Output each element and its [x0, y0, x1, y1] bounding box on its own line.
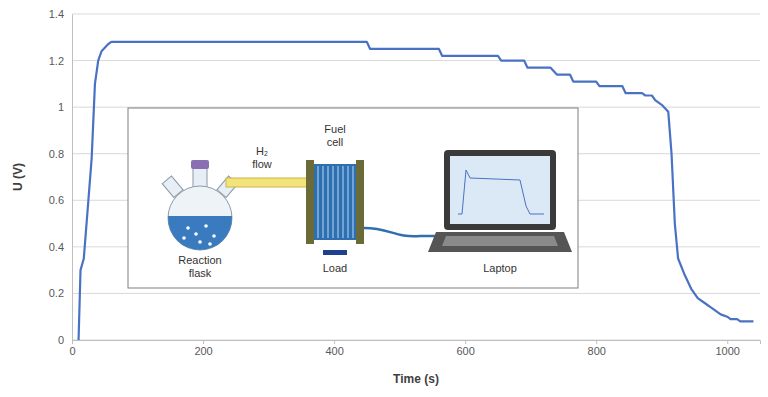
- cell-stripe: [327, 166, 328, 238]
- h2-tube: [226, 178, 310, 187]
- x-tick: 800: [588, 340, 606, 357]
- bubble: [208, 242, 212, 246]
- flask-liquid: [168, 216, 232, 250]
- grid-line: [72, 60, 760, 61]
- cell-plate-left: [306, 160, 314, 244]
- y-tick: 1: [58, 101, 72, 113]
- y-tick-label: 0.2: [49, 287, 64, 299]
- y-axis-title: U (V): [11, 163, 25, 191]
- x-axis: 0 200 400 600 800 1000: [69, 340, 760, 357]
- y-tick-label: 1: [58, 101, 64, 113]
- bubble: [194, 232, 198, 236]
- voltage-line: [79, 42, 754, 340]
- bubble: [204, 224, 208, 228]
- x-tick-mark: [596, 340, 597, 344]
- inset-label: Laptop: [483, 262, 517, 274]
- inset-frame: [128, 108, 578, 288]
- y-axis: 0 0.2 0.4 0.6 0.8 1 1.2 1.4: [49, 8, 73, 346]
- laptop-keys: [442, 236, 558, 246]
- inset-label: Load: [323, 262, 347, 274]
- x-tick-mark: [465, 340, 466, 344]
- x-tick-label: 600: [456, 345, 474, 357]
- bubble: [182, 236, 186, 240]
- y-tick: 0: [58, 334, 72, 346]
- y-tick: 0.2: [49, 287, 72, 299]
- cell-plate-right: [356, 160, 364, 244]
- x-tick-mark: [72, 340, 73, 344]
- cable: [364, 228, 446, 236]
- inset-label: Reactionflask: [178, 254, 221, 279]
- y-tick: 0.8: [49, 148, 72, 160]
- x-tick: 200: [194, 340, 212, 357]
- x-tick: 1000: [715, 340, 739, 357]
- grid-line: [72, 293, 760, 294]
- grid: [72, 14, 760, 340]
- laptop-plot: [458, 170, 544, 214]
- x-tick: 0: [69, 340, 75, 357]
- x-tick-label: 200: [194, 345, 212, 357]
- cell-stripe: [332, 166, 333, 238]
- x-tick: 600: [456, 340, 474, 357]
- x-tick-label: 0: [69, 345, 75, 357]
- inset-label: H₂flow: [252, 145, 272, 170]
- plot: 0 200 400 600 800 1000 0 0.2 0.4 0.6 0.8 1 1.2 1.4: [49, 8, 761, 357]
- cell-stripe: [352, 166, 353, 238]
- x-tick-mark: [203, 340, 204, 344]
- load: [323, 250, 347, 255]
- flask-body: [168, 186, 232, 250]
- laptop-screen: [444, 150, 556, 230]
- flask-neck: [193, 168, 207, 188]
- x-axis-line: [73, 341, 761, 345]
- x-tick-mark: [727, 340, 728, 344]
- cell-stripe: [342, 166, 343, 238]
- bubble: [198, 240, 202, 244]
- y-tick-label: 0.8: [49, 148, 64, 160]
- x-tick-label: 800: [588, 345, 606, 357]
- inset-label: Fuelcell: [324, 123, 345, 148]
- y-tick: 1.2: [49, 55, 72, 67]
- grid-line: [72, 107, 760, 108]
- laptop-display: [450, 156, 550, 224]
- x-tick-label: 1000: [715, 345, 739, 357]
- flask-stopper: [191, 160, 209, 169]
- inset: Reactionflask H₂flow Fuelcell Load Laptop: [128, 108, 578, 288]
- chart: 0 200 400 600 800 1000 0 0.2 0.4 0.6 0.8 1 1.2 1.4 Tim…: [0, 0, 768, 397]
- x-axis-title: Time (s): [393, 372, 439, 386]
- cell-stripe: [347, 166, 348, 238]
- y-tick: 0.6: [49, 194, 72, 206]
- x-tick-mark: [334, 340, 335, 344]
- y-tick-label: 0.6: [49, 194, 64, 206]
- y-tick-label: 0: [58, 334, 64, 346]
- data: [79, 42, 754, 340]
- cell-stripe: [322, 166, 323, 238]
- y-tick-label: 1.4: [49, 8, 64, 20]
- y-tick-label: 0.4: [49, 241, 64, 253]
- bubble: [212, 234, 216, 238]
- x-tick-label: 400: [325, 345, 343, 357]
- cell-stripe: [337, 166, 338, 238]
- y-tick: 0.4: [49, 241, 72, 253]
- bubble: [186, 226, 190, 230]
- grid-line: [72, 14, 760, 15]
- y-tick: 1.4: [49, 8, 72, 20]
- y-tick-label: 1.2: [49, 55, 64, 67]
- y-axis-line: [72, 15, 73, 341]
- cell-stack: [314, 164, 356, 240]
- cell-stripe: [317, 166, 318, 238]
- x-tick: 400: [325, 340, 343, 357]
- laptop-base: [428, 232, 572, 252]
